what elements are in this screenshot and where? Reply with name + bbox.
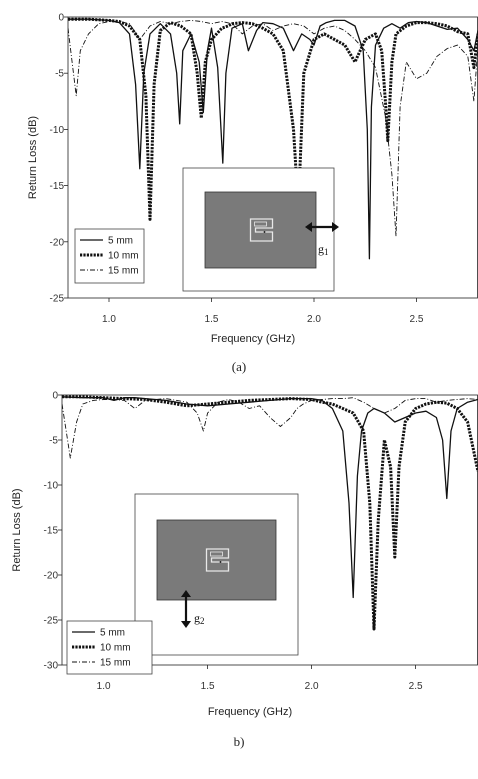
y-tick-label: -25 (50, 294, 65, 305)
legend-label: 15 mm (108, 266, 139, 277)
legend-label: 15 mm (100, 658, 131, 669)
panel-caption: b) (234, 734, 245, 749)
x-tick-label: 1.5 (205, 314, 219, 325)
y-tick-label: 0 (52, 391, 58, 402)
chart-panel-b: 1.0 1.5 2.0 2.5 0 -5 -10 -15 -20 -25 -30 Frequency … (11, 391, 478, 749)
gap-label-subscript: 2 (200, 616, 205, 626)
x-axis-label: Frequency (GHz) (211, 333, 295, 345)
ground-plane (156, 519, 277, 601)
series-line-5-mm (62, 396, 478, 599)
legend-frame (66, 620, 153, 675)
gap-arrowhead-left (305, 222, 312, 232)
legend-label: 5 mm (108, 236, 133, 247)
feed-point (219, 561, 222, 563)
antenna-slot (249, 218, 274, 242)
legend-frame (74, 228, 145, 284)
series-line-15-mm (62, 397, 478, 459)
x-tick-label: 2.5 (409, 681, 423, 692)
feed-point (263, 231, 266, 233)
y-tick-label: -10 (44, 481, 59, 492)
panel-caption: (a) (232, 359, 246, 374)
x-tick-label: 2.0 (307, 314, 321, 325)
series-line-10-mm (68, 17, 478, 221)
gap-arrowhead-top (181, 590, 191, 597)
gap-label: g1 (318, 242, 329, 257)
gap-arrowhead-right (332, 222, 339, 232)
antenna-feed (210, 551, 223, 557)
y-tick-label: -15 (44, 526, 59, 537)
y-tick-label: -15 (50, 181, 65, 192)
legend: 5 mm 10 mm 15 mm (66, 620, 153, 675)
series-line-10-mm (62, 395, 478, 631)
y-tick-label: -25 (44, 616, 59, 627)
x-tick-label: 1.0 (97, 681, 111, 692)
legend-label: 10 mm (108, 251, 139, 262)
gap-arrowhead-bottom (181, 621, 191, 628)
x-axis-label: Frequency (GHz) (208, 706, 292, 718)
x-tick-label: 2.5 (410, 314, 424, 325)
y-tick-label: -20 (50, 237, 65, 248)
gap-label: g2 (194, 611, 205, 626)
series-line-15-mm (68, 19, 478, 237)
legend-label: 5 mm (100, 628, 125, 639)
legend-label: 10 mm (100, 643, 131, 654)
y-tick-label: -5 (49, 436, 58, 447)
gap-label-subscript: 1 (324, 247, 329, 257)
antenna-slot (205, 548, 230, 572)
series-line-5-mm (68, 18, 478, 260)
y-axis-label: Return Loss (dB) (27, 116, 39, 199)
y-tick-label: 0 (58, 13, 64, 24)
legend: 5 mm 10 mm 15 mm (74, 228, 145, 284)
antenna-feed (254, 221, 267, 227)
y-tick-label: -10 (50, 125, 65, 136)
inset-diagram: g2 (134, 493, 299, 656)
x-tick-label: 1.5 (201, 681, 215, 692)
y-tick-label: -30 (44, 661, 59, 672)
y-tick-label: -20 (44, 571, 59, 582)
y-tick-label: -5 (55, 69, 64, 80)
y-axis-label: Return Loss (dB) (11, 488, 23, 571)
ground-plane (204, 191, 317, 269)
x-tick-label: 1.0 (102, 314, 116, 325)
x-tick-label: 2.0 (305, 681, 319, 692)
inset-diagram: g1 (182, 167, 339, 292)
chart-panel-a: 1.0 1.5 2.0 2.5 0 -5 -10 -15 -20 -25 Frequency (GH… (27, 13, 478, 374)
